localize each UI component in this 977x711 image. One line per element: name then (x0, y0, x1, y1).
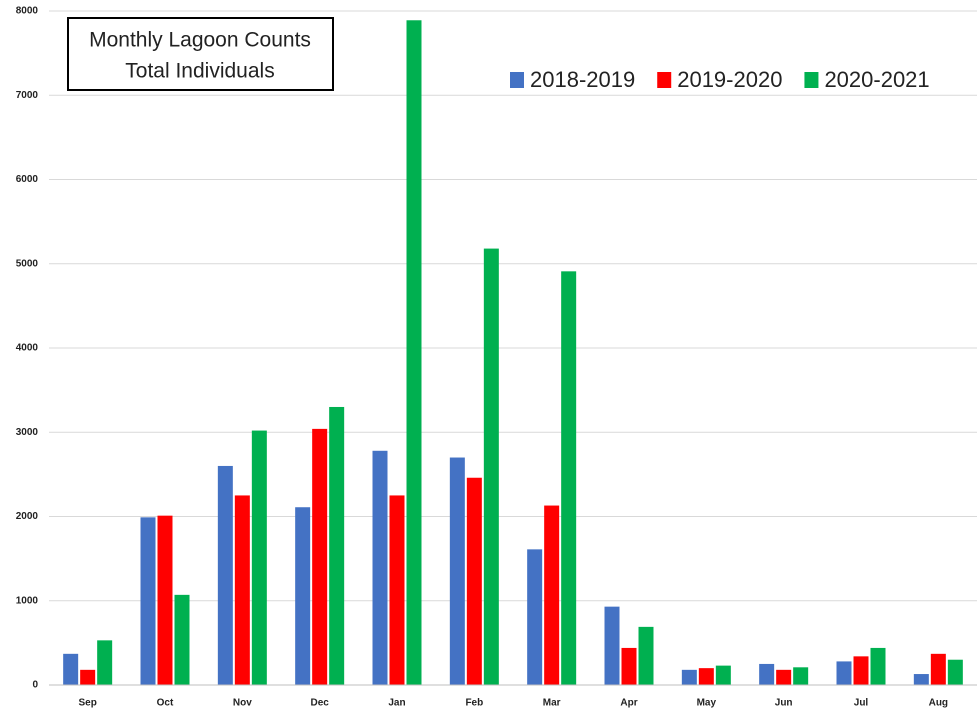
bar (638, 626, 654, 685)
bar (930, 653, 946, 685)
x-tick-label: Oct (157, 698, 174, 709)
bar (157, 515, 173, 685)
bar (776, 669, 792, 685)
bar (466, 477, 482, 685)
y-tick-label: 1000 (16, 595, 39, 606)
bar (251, 430, 267, 685)
bar (63, 653, 79, 685)
x-tick-label: Jul (854, 698, 869, 709)
bar (174, 594, 190, 685)
bar (544, 505, 560, 685)
x-tick-label: Feb (465, 698, 483, 709)
bar (621, 647, 637, 685)
y-tick-label: 3000 (16, 427, 39, 438)
legend-swatch (510, 72, 524, 88)
x-tick-label: Dec (310, 698, 329, 709)
bar (217, 465, 233, 685)
x-tick-label: Nov (233, 698, 252, 709)
bar (527, 549, 543, 685)
bar (604, 606, 620, 685)
bar (234, 495, 250, 685)
bar (913, 674, 929, 685)
x-tick-label: Mar (543, 698, 561, 709)
legend-swatch (804, 72, 819, 88)
legend-label: 2019-2020 (677, 67, 782, 92)
bar (295, 507, 311, 685)
bar (870, 647, 886, 685)
bar (406, 20, 422, 685)
plot: 0 1000 2000 3000 4000 5000 6000 7000 8000 Sep Oct N… (16, 6, 977, 709)
y-tick-label: 5000 (16, 258, 39, 269)
bar (698, 668, 714, 685)
legend-swatch (657, 72, 672, 88)
bar (561, 271, 577, 685)
y-tick-label: 2000 (16, 511, 39, 522)
chart-title: Monthly Lagoon Counts (89, 29, 311, 52)
bar (947, 659, 963, 685)
y-tick-label: 4000 (16, 343, 39, 354)
bar (329, 406, 345, 685)
x-tick-label: Sep (78, 698, 96, 709)
chart-subtitle: Total Individuals (125, 60, 274, 83)
y-tick-label: 0 (32, 680, 38, 691)
bar (80, 669, 96, 685)
bar (97, 640, 113, 685)
y-tick-label: 7000 (16, 90, 39, 101)
x-tick-label: Jan (388, 698, 405, 709)
bar (312, 428, 328, 685)
bar (389, 495, 405, 685)
bar (853, 656, 869, 685)
x-tick-label: Apr (620, 698, 637, 709)
bar (483, 248, 499, 685)
x-tick-label: May (697, 698, 717, 709)
title-box (67, 17, 334, 91)
bar (449, 457, 465, 685)
y-tick-label: 8000 (16, 6, 39, 17)
bar (372, 450, 388, 685)
x-tick-label: Aug (929, 698, 948, 709)
bar (793, 667, 809, 685)
bar (715, 665, 731, 685)
x-tick-label: Jun (775, 698, 793, 709)
legend: 2018-2019 2019-2020 2020-2021 (510, 67, 930, 92)
legend-label: 2018-2019 (530, 67, 635, 92)
bar (836, 661, 852, 685)
bar (140, 517, 156, 685)
bar (759, 663, 775, 685)
y-tick-label: 6000 (16, 174, 39, 185)
bar (681, 669, 697, 685)
legend-label: 2020-2021 (824, 67, 929, 92)
